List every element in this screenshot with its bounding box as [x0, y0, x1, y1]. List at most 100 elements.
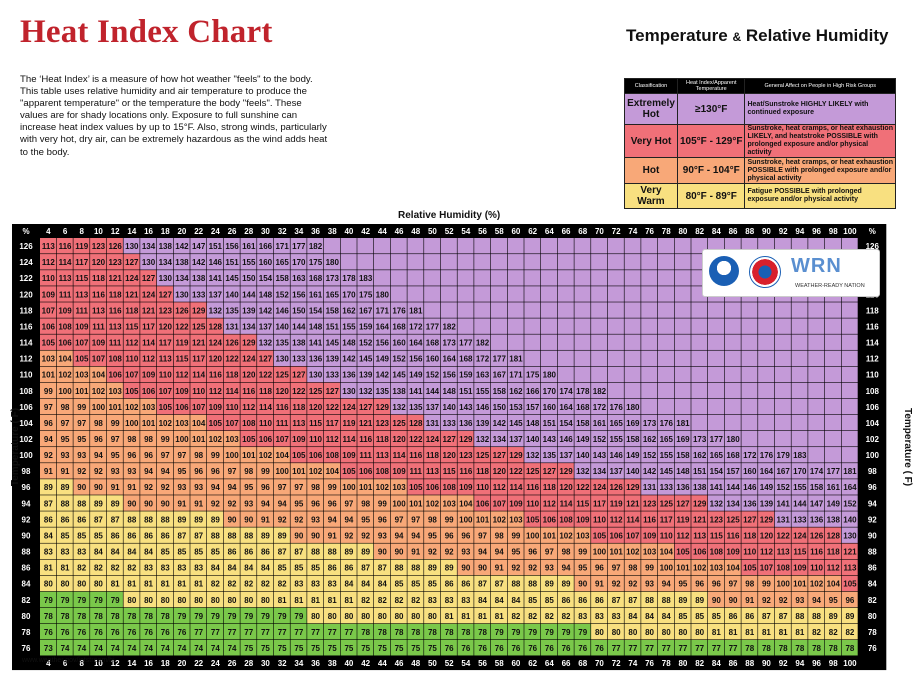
- heat-cell: [791, 414, 808, 431]
- legend-effect: Sunstroke, heat cramps, or heat exhausti…: [744, 124, 896, 158]
- heat-value-label: 107: [75, 339, 89, 348]
- heat-value-label: 88: [528, 580, 537, 589]
- heat-value-label: 175: [359, 290, 373, 299]
- heat-value-label: 159: [459, 371, 473, 380]
- heat-cell: [323, 254, 340, 270]
- heat-value-label: 98: [361, 499, 370, 508]
- heat-value-label: 79: [578, 628, 587, 637]
- heat-value-label: 101: [676, 564, 690, 573]
- heat-cell: [541, 366, 558, 383]
- heat-value-label: 117: [660, 515, 673, 524]
- heat-value-label: 124: [209, 339, 223, 348]
- heat-value-label: 92: [161, 483, 170, 492]
- heat-cell: [574, 254, 591, 270]
- heat-cell: [323, 366, 340, 383]
- heat-value-label: 87: [378, 564, 387, 573]
- heat-cell: [507, 302, 524, 318]
- heat-value-label: 79: [111, 596, 120, 605]
- heat-value-label: 92: [344, 531, 353, 540]
- heat-cell: [674, 238, 691, 254]
- heat-value-label: 84: [228, 564, 237, 573]
- x-tick-label-top: 64: [545, 227, 554, 236]
- x-tick-label-top: 54: [461, 227, 470, 236]
- heat-value-label: 152: [275, 290, 289, 299]
- heat-value-label: 110: [192, 387, 205, 396]
- heat-value-label: 91: [411, 548, 420, 557]
- heat-cell: [106, 238, 123, 254]
- heat-value-label: 182: [593, 387, 607, 396]
- heat-value-label: 77: [712, 644, 721, 653]
- heat-value-label: 168: [426, 339, 440, 348]
- heat-cell: [340, 350, 357, 367]
- heat-value-label: 77: [194, 628, 203, 637]
- heat-cell: [490, 254, 507, 270]
- heat-value-label: 86: [228, 548, 237, 557]
- heat-value-label: 90: [244, 515, 253, 524]
- heat-value-label: 79: [495, 628, 504, 637]
- heat-value-label: 148: [309, 322, 323, 331]
- heat-cell: [758, 430, 775, 447]
- heat-cell: [557, 302, 574, 318]
- heat-cell: [257, 238, 274, 254]
- heat-cell: [440, 334, 457, 350]
- x-tick-label-top: 46: [395, 227, 404, 236]
- heat-value-label: 130: [175, 290, 189, 299]
- heat-cell: [440, 270, 457, 286]
- heat-cell: [156, 350, 173, 367]
- y-tick-label-right: 86: [868, 564, 877, 573]
- heat-value-label: 129: [509, 451, 523, 460]
- heat-cell: [374, 270, 391, 286]
- heat-value-label: 102: [810, 580, 824, 589]
- heat-value-label: 116: [359, 435, 372, 444]
- heat-value-label: 96: [845, 596, 854, 605]
- heat-value-label: 99: [578, 548, 587, 557]
- heat-value-label: 151: [225, 258, 239, 267]
- x-tick-label-bottom: 26: [228, 659, 237, 668]
- heat-value-label: 91: [745, 596, 754, 605]
- heat-value-label: 95: [361, 515, 370, 524]
- heat-value-label: 87: [278, 548, 287, 557]
- heat-value-label: 116: [810, 548, 823, 557]
- y-tick-label-right: 102: [866, 435, 880, 444]
- heat-value-label: 78: [361, 628, 370, 637]
- heat-cell: [841, 302, 858, 318]
- heat-value-label: 102: [92, 387, 106, 396]
- heat-value-label: 97: [395, 515, 404, 524]
- heat-cell: [156, 318, 173, 334]
- heat-value-label: 115: [75, 274, 88, 283]
- heat-cell: [674, 366, 691, 383]
- heat-value-label: 91: [194, 499, 203, 508]
- heat-value-label: 77: [294, 628, 303, 637]
- heat-value-label: 99: [44, 387, 53, 396]
- heat-cell: [207, 334, 224, 350]
- heat-value-label: 88: [228, 531, 237, 540]
- heat-value-label: 101: [42, 371, 56, 380]
- x-tick-label-bottom: 84: [712, 659, 721, 668]
- heat-value-label: 125: [476, 451, 490, 460]
- heat-value-label: 103: [710, 564, 724, 573]
- heat-value-label: 118: [376, 435, 389, 444]
- heat-value-label: 155: [342, 322, 356, 331]
- heat-value-label: 78: [428, 628, 437, 637]
- heat-cell: [40, 350, 57, 367]
- heat-value-label: 173: [326, 274, 340, 283]
- heat-value-label: 129: [559, 467, 573, 476]
- heat-cell: [374, 350, 391, 367]
- heat-value-label: 118: [543, 483, 556, 492]
- heat-value-label: 101: [359, 483, 373, 492]
- heat-value-label: 88: [812, 612, 821, 621]
- heat-value-label: 115: [125, 322, 138, 331]
- heat-cell: [424, 366, 441, 383]
- heat-value-label: 118: [743, 531, 756, 540]
- y-tick-label-left: 88: [22, 548, 31, 557]
- heat-value-label: 92: [779, 596, 788, 605]
- heat-value-label: 139: [359, 371, 373, 380]
- heat-cell: [741, 398, 758, 415]
- heat-value-label: 133: [660, 483, 674, 492]
- heat-value-label: 156: [292, 290, 306, 299]
- y-tick-label-left: 116: [20, 322, 33, 331]
- heat-value-label: 177: [827, 467, 841, 476]
- heat-cell: [624, 318, 641, 334]
- heat-cell: [641, 398, 658, 415]
- heat-value-label: 105: [75, 355, 89, 364]
